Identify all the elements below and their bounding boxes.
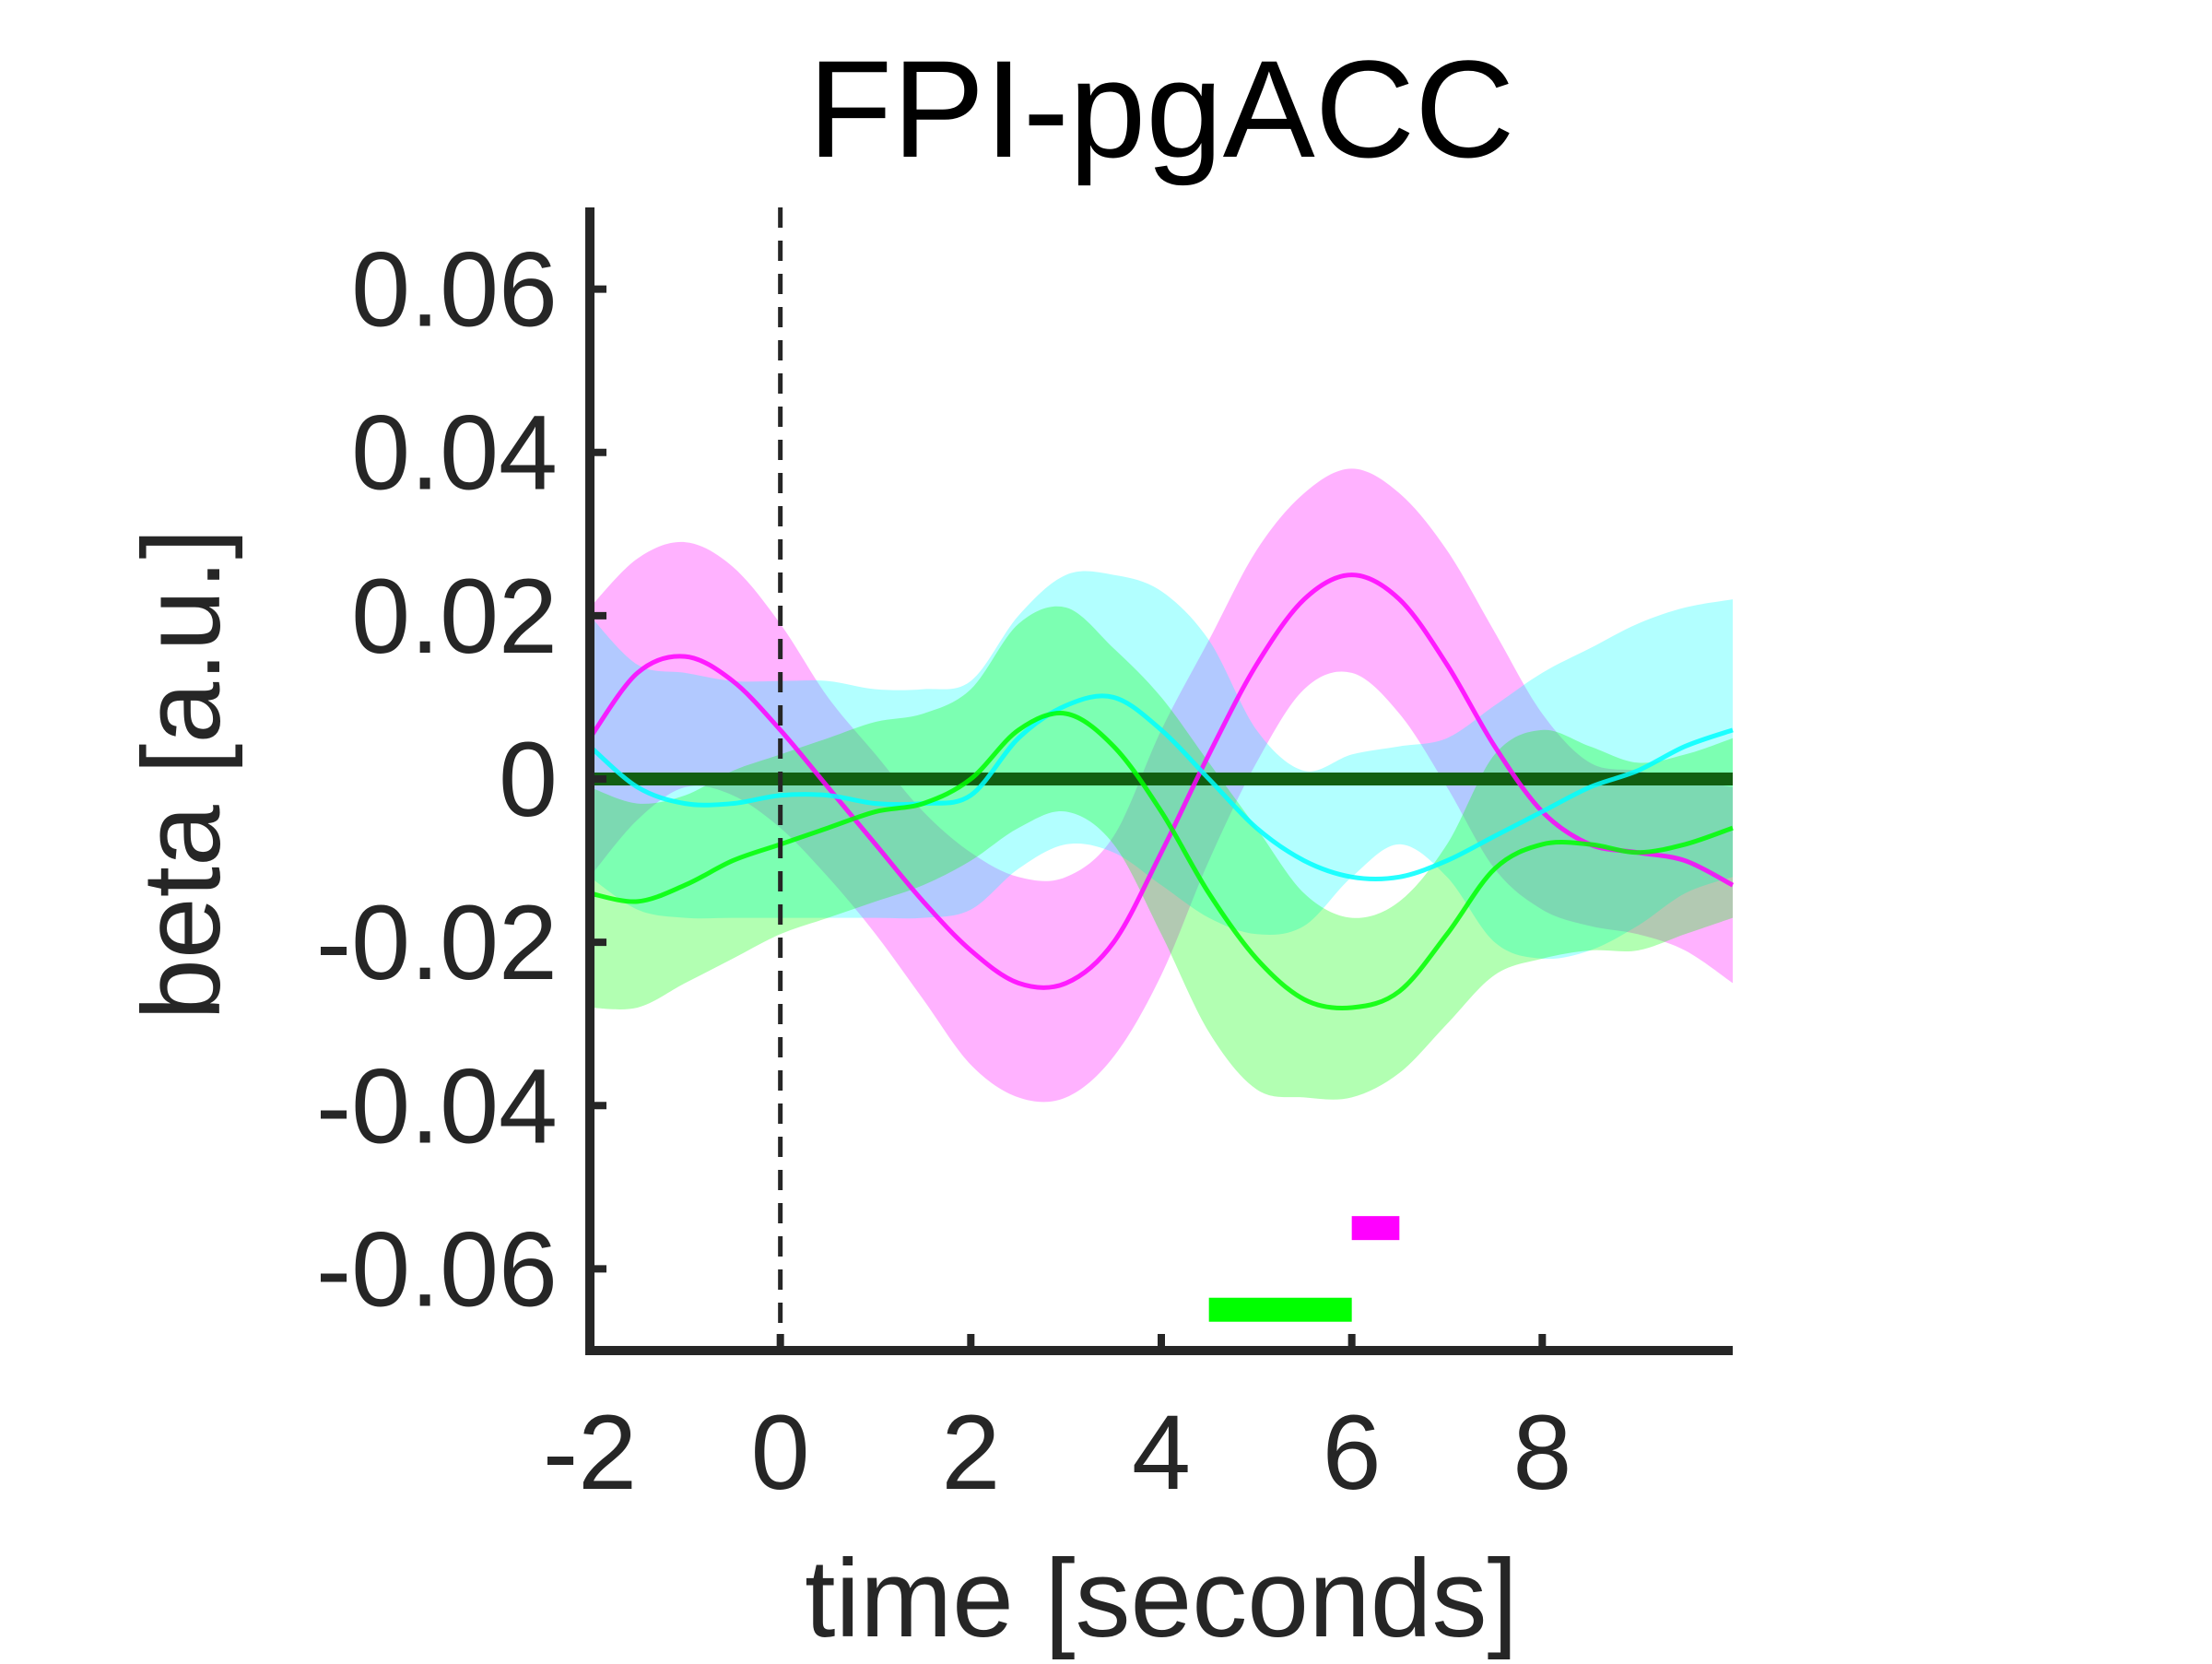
x-tick-label: 6 (1323, 1394, 1382, 1512)
x-tick-label: 2 (941, 1394, 1000, 1512)
x-axis-label: time [seconds] (805, 1537, 1518, 1659)
series-line-3 (589, 711, 1734, 1010)
y-tick-label: 0.04 (351, 395, 558, 513)
significance-bars (1208, 1216, 1400, 1322)
y-tick-label: -0.04 (316, 1047, 558, 1165)
y-tick-label: -0.02 (316, 884, 558, 1002)
axes (585, 207, 1733, 1355)
x-tick-label: -2 (543, 1394, 637, 1512)
y-tick-label: 0 (499, 721, 558, 839)
y-tick-label: 0.02 (351, 558, 558, 676)
series-lines (587, 572, 1735, 1010)
x-tick-label: 4 (1132, 1394, 1191, 1512)
y-tick-label: -0.06 (316, 1210, 558, 1328)
series-line-1 (587, 572, 1735, 990)
series-line-2 (588, 693, 1734, 881)
y-tick-label: 0.06 (351, 231, 558, 349)
x-tick-label: 0 (751, 1394, 810, 1512)
x-tick-label: 8 (1512, 1394, 1571, 1512)
y-axis-label: beta [a.u.] (120, 528, 243, 1021)
tick-labels: -2 0 2 4 6 8 -0.06 -0.04 -0.02 0 0.02 0.04 0.06 (316, 231, 1571, 1512)
significance-bar-2 (1208, 1297, 1352, 1322)
chart-title: FPI-pgACC (808, 31, 1515, 186)
significance-bar-1 (1351, 1216, 1400, 1241)
